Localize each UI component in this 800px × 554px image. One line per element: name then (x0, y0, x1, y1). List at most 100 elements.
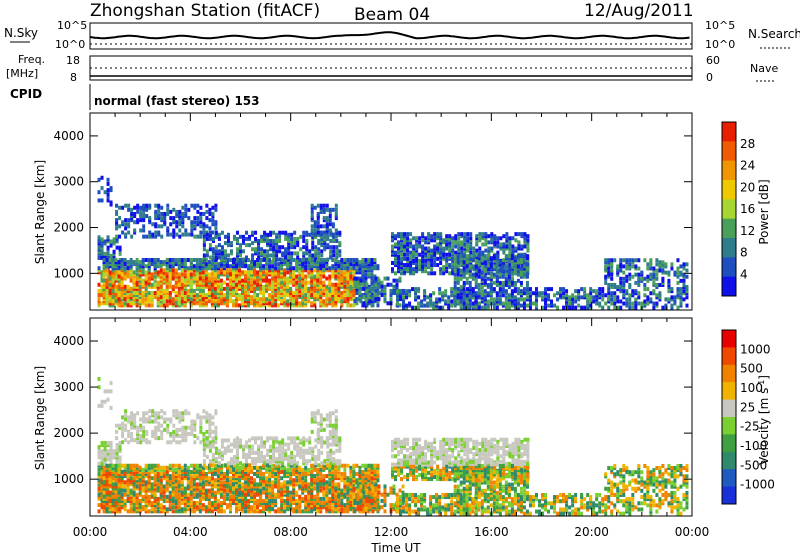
echo-cell (295, 286, 299, 291)
echo-cell (108, 482, 112, 487)
echo-cell (106, 453, 110, 458)
echo-cell (373, 280, 377, 285)
echo-cell (147, 472, 151, 477)
echo-cell (628, 285, 632, 290)
echo-cell (466, 236, 470, 241)
echo-cell (468, 254, 472, 259)
echo-cell (192, 278, 196, 283)
echo-cell (547, 293, 551, 298)
echo-cell (120, 272, 124, 277)
power-colorbar-label: Power [dB] (757, 179, 771, 244)
echo-cell (118, 476, 122, 481)
echo-cell (156, 293, 160, 298)
echo-cell (346, 303, 350, 308)
echo-cell (102, 472, 106, 477)
echo-cell (319, 286, 323, 291)
echo-cell (439, 254, 443, 259)
echo-cell (108, 295, 112, 300)
echo-cell (462, 282, 466, 287)
echo-cell (228, 463, 232, 468)
echo-cell (283, 301, 287, 306)
echo-cell (355, 262, 359, 267)
echo-cell (150, 492, 154, 497)
echo-cell (120, 268, 124, 273)
echo-cell (192, 501, 196, 506)
echo-cell (319, 297, 323, 302)
echo-cell (304, 303, 308, 308)
echo-cell (213, 503, 217, 508)
echo-cell (177, 274, 181, 279)
echo-cell (465, 280, 469, 285)
echo-cell (250, 490, 254, 495)
echo-cell (111, 476, 115, 481)
echo-cell (471, 291, 475, 296)
echo-cell (380, 284, 384, 289)
echo-cell (510, 303, 514, 308)
echo-cell (192, 492, 196, 497)
echo-cell (97, 270, 101, 275)
echo-cell (260, 251, 264, 256)
echo-cell (100, 457, 104, 462)
echo-cell (468, 291, 472, 296)
echo-cell (664, 270, 668, 275)
echo-cell (320, 249, 324, 254)
echo-cell (334, 214, 338, 219)
echo-cell (655, 268, 659, 273)
echo-cell (266, 238, 270, 243)
echo-cell (100, 253, 104, 258)
echo-cell (362, 303, 366, 308)
echo-cell (364, 268, 368, 273)
echo-cell (189, 469, 193, 474)
echo-cell (189, 486, 193, 491)
echo-cell (177, 501, 181, 506)
echo-cell (198, 476, 202, 481)
echo-cell (510, 264, 514, 269)
echo-cell (313, 264, 317, 269)
echo-cell (244, 288, 248, 293)
echo-cell (166, 203, 170, 208)
echo-cell (534, 299, 538, 304)
echo-cell (201, 264, 205, 269)
echo-cell (219, 262, 223, 267)
echo-cell (199, 224, 203, 229)
echo-cell (634, 272, 638, 277)
echo-cell (310, 274, 314, 279)
echo-cell (433, 236, 437, 241)
echo-cell (296, 241, 300, 246)
echo-cell (174, 303, 178, 308)
echo-cell (174, 478, 178, 483)
echo-cell (346, 266, 350, 271)
echo-cell (395, 284, 399, 289)
echo-cell (403, 238, 407, 243)
echo-cell (228, 264, 232, 269)
echo-cell (153, 494, 157, 499)
echo-cell (424, 252, 428, 257)
echo-cell (463, 232, 467, 237)
echo-cell (138, 274, 142, 279)
echo-cell (400, 238, 404, 243)
echo-cell (664, 262, 668, 267)
echo-cell (237, 278, 241, 283)
echo-cell (118, 258, 122, 263)
echo-cell (247, 488, 251, 493)
echo-cell (162, 276, 166, 281)
echo-cell (100, 278, 104, 283)
echo-cell (441, 297, 445, 302)
echo-cell (241, 270, 245, 275)
echo-cell (105, 482, 109, 487)
echo-cell (371, 295, 375, 300)
echo-cell (189, 274, 193, 279)
echo-cell (661, 260, 665, 265)
echo-cell (124, 218, 128, 223)
echo-cell (340, 278, 344, 283)
echo-cell (510, 282, 514, 287)
echo-cell (427, 263, 431, 268)
echo-cell (187, 232, 191, 237)
echo-cell (198, 258, 202, 263)
echo-cell (263, 253, 267, 258)
echo-cell (501, 280, 505, 285)
echo-cell (159, 268, 163, 273)
echo-cell (118, 461, 122, 466)
echo-cell (298, 266, 302, 271)
echo-cell (439, 267, 443, 272)
